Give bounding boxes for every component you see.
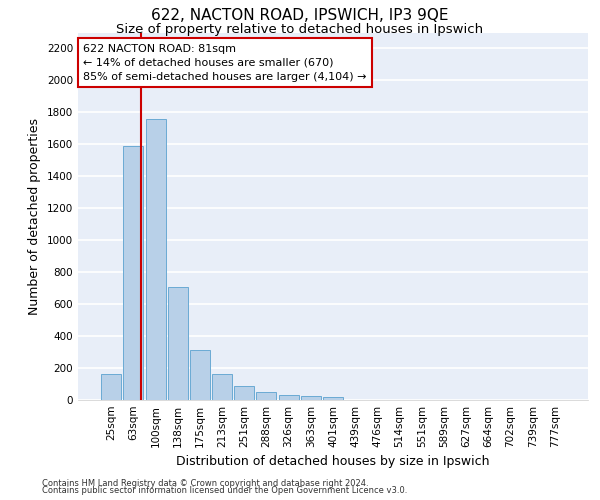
- Bar: [146, 119, 166, 400]
- Text: 622, NACTON ROAD, IPSWICH, IP3 9QE: 622, NACTON ROAD, IPSWICH, IP3 9QE: [151, 8, 449, 22]
- Bar: [190, 350, 210, 400]
- Bar: [323, 397, 343, 400]
- X-axis label: Distribution of detached houses by size in Ipswich: Distribution of detached houses by size …: [176, 456, 490, 468]
- Text: Size of property relative to detached houses in Ipswich: Size of property relative to detached ho…: [116, 22, 484, 36]
- Bar: [124, 146, 143, 400]
- Bar: [101, 374, 121, 400]
- Bar: [234, 386, 254, 400]
- Y-axis label: Number of detached properties: Number of detached properties: [28, 118, 41, 315]
- Bar: [168, 286, 188, 400]
- Bar: [256, 392, 277, 400]
- Bar: [278, 395, 299, 400]
- Text: 622 NACTON ROAD: 81sqm
← 14% of detached houses are smaller (670)
85% of semi-de: 622 NACTON ROAD: 81sqm ← 14% of detached…: [83, 44, 367, 82]
- Text: Contains HM Land Registry data © Crown copyright and database right 2024.: Contains HM Land Registry data © Crown c…: [42, 478, 368, 488]
- Bar: [301, 396, 321, 400]
- Text: Contains public sector information licensed under the Open Government Licence v3: Contains public sector information licen…: [42, 486, 407, 495]
- Bar: [212, 374, 232, 400]
